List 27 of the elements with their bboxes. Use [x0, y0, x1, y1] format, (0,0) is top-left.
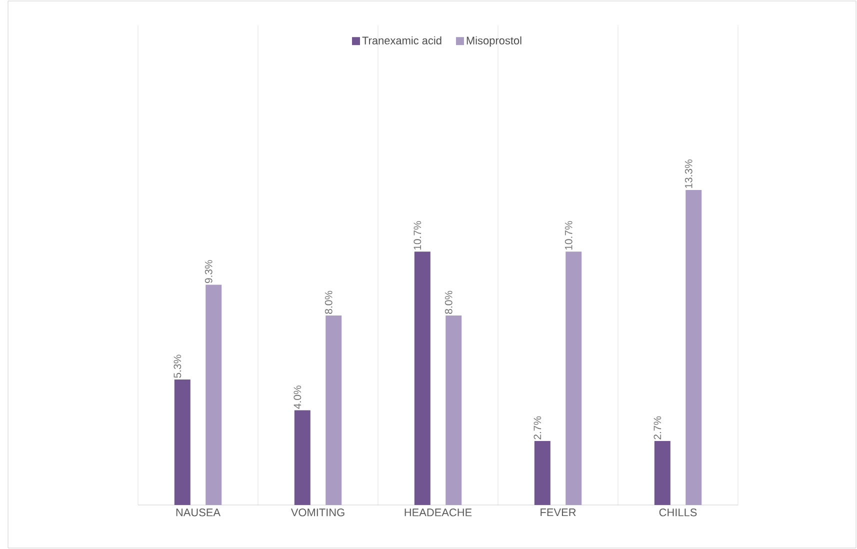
bar — [174, 379, 190, 505]
legend-label: Tranexamic acid — [362, 36, 442, 44]
data-label: 2.7% — [534, 416, 542, 440]
data-label: 4.0% — [294, 386, 302, 409]
bar — [566, 252, 582, 505]
bar — [686, 190, 702, 505]
x-tick-label: CHILLS — [659, 508, 697, 516]
bar — [534, 441, 550, 505]
data-label: 10.7% — [414, 221, 422, 250]
data-label: 8.0% — [444, 290, 452, 314]
bar — [294, 410, 310, 505]
data-label: 8.0% — [324, 290, 332, 314]
data-label: 9.3% — [204, 260, 212, 284]
bar — [326, 316, 342, 505]
data-label: 13.3% — [684, 160, 692, 188]
x-tick-label: HEADEACHE — [404, 508, 472, 516]
bar — [654, 441, 670, 505]
bar — [446, 316, 462, 505]
bar — [414, 252, 430, 505]
data-label: 5.3% — [174, 354, 182, 378]
data-label: 10.7% — [564, 221, 572, 250]
legend-label: Misoprostol — [466, 36, 522, 47]
x-tick-label: NAUSEA — [176, 508, 221, 516]
bar — [206, 284, 222, 505]
x-tick-label: FEVER — [540, 508, 576, 516]
x-tick-label: VOMITING — [290, 508, 344, 516]
data-label: 2.7% — [654, 416, 662, 440]
